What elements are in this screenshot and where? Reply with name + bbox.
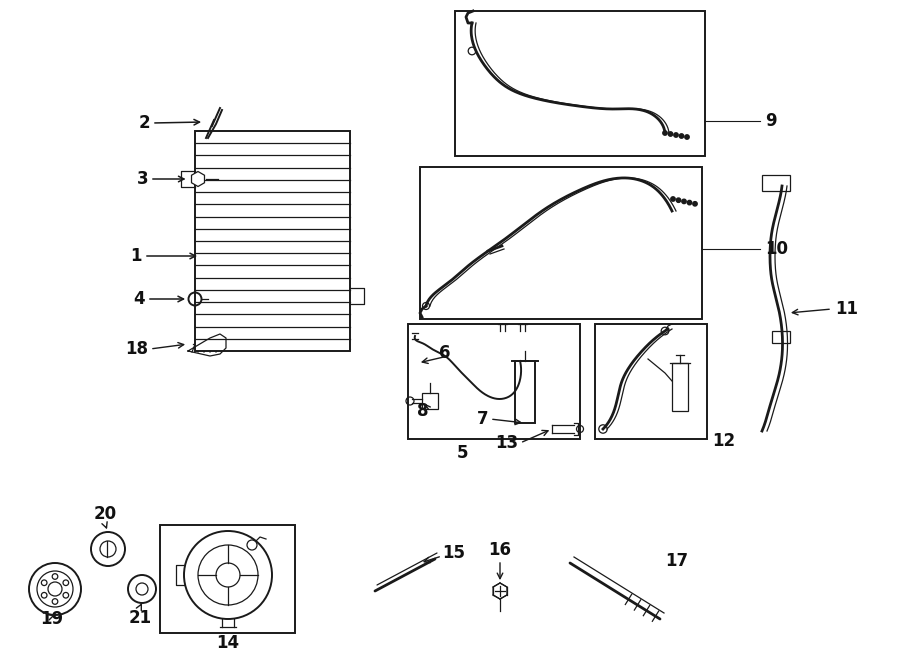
Text: 19: 19 (40, 610, 64, 628)
Circle shape (676, 198, 680, 202)
Circle shape (41, 592, 47, 598)
Text: 17: 17 (665, 552, 688, 570)
Bar (772, 331, 790, 343)
Bar (420, 167, 702, 319)
Text: 4: 4 (133, 290, 145, 308)
Circle shape (670, 197, 675, 201)
Text: 9: 9 (765, 112, 777, 130)
Bar (408, 324, 580, 439)
Circle shape (685, 135, 689, 139)
Text: 11: 11 (835, 300, 858, 318)
Circle shape (63, 592, 68, 598)
Circle shape (693, 202, 698, 206)
Text: 6: 6 (438, 344, 450, 362)
Bar (672, 363, 688, 411)
Text: 3: 3 (137, 170, 148, 188)
Polygon shape (493, 583, 507, 599)
Circle shape (662, 131, 667, 136)
Text: 8: 8 (417, 402, 428, 420)
Text: 1: 1 (130, 247, 142, 265)
Bar (422, 393, 438, 409)
Bar (160, 525, 295, 633)
Circle shape (63, 580, 68, 586)
Text: 2: 2 (139, 114, 150, 132)
Text: 16: 16 (489, 541, 511, 559)
Text: 7: 7 (476, 410, 488, 428)
Text: 10: 10 (765, 240, 788, 258)
Circle shape (52, 574, 58, 579)
Polygon shape (195, 131, 350, 351)
Circle shape (41, 580, 47, 586)
Text: 18: 18 (125, 340, 148, 358)
Circle shape (682, 199, 686, 204)
Circle shape (674, 133, 679, 137)
Bar (455, 11, 705, 156)
Text: 14: 14 (216, 634, 239, 652)
Circle shape (680, 134, 684, 138)
Text: 21: 21 (129, 609, 151, 627)
Text: 5: 5 (456, 444, 468, 462)
Bar (595, 324, 707, 439)
Circle shape (688, 200, 692, 205)
Text: 13: 13 (495, 434, 518, 452)
Text: 12: 12 (712, 432, 735, 450)
Polygon shape (192, 171, 204, 186)
Text: 15: 15 (442, 544, 465, 562)
Circle shape (669, 132, 672, 136)
Bar (762, 175, 790, 191)
Text: 20: 20 (94, 505, 117, 523)
Circle shape (52, 599, 58, 604)
Bar (515, 361, 535, 423)
